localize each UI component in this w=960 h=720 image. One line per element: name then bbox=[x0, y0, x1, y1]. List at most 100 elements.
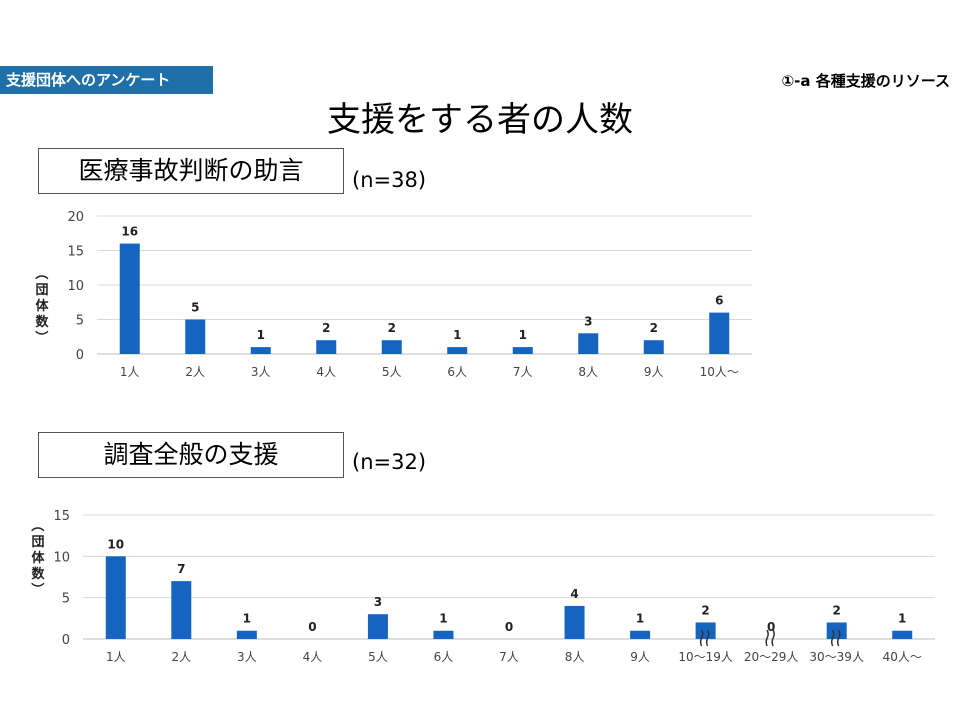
y-axis-label-char: 数 bbox=[35, 314, 49, 330]
chart2-bars bbox=[105, 556, 913, 639]
chart2-ylabel: （ 団体数） bbox=[29, 518, 45, 595]
category-label: 8人 bbox=[578, 365, 598, 379]
category-label: 7人 bbox=[513, 365, 533, 379]
bar bbox=[826, 622, 847, 639]
category-label: 7人 bbox=[499, 650, 519, 664]
chart1-ylabel: （ 団体数） bbox=[33, 266, 49, 343]
chart1-bars bbox=[119, 243, 730, 354]
data-label: 16 bbox=[121, 225, 138, 239]
y-axis-label-char: 体 bbox=[35, 298, 49, 314]
category-label: 4人 bbox=[303, 650, 323, 664]
bar bbox=[316, 340, 337, 354]
chart2-title-box: 調査全般の支援 bbox=[38, 432, 344, 478]
y-axis-label-char: ） bbox=[29, 582, 45, 595]
y-axis-label-char: 団 bbox=[31, 535, 44, 550]
category-label: 4人 bbox=[316, 365, 336, 379]
y-tick-label: 0 bbox=[62, 633, 70, 648]
data-label: 4 bbox=[570, 587, 578, 601]
bar bbox=[643, 340, 664, 354]
data-label: 7 bbox=[177, 562, 185, 576]
data-label: 2 bbox=[322, 321, 330, 335]
category-label: 2人 bbox=[185, 365, 205, 379]
bar bbox=[367, 614, 388, 639]
bar bbox=[892, 630, 913, 639]
category-label: 40人〜 bbox=[883, 650, 922, 664]
bar bbox=[709, 312, 730, 354]
category-label: 3人 bbox=[251, 365, 271, 379]
chart1-yticks: 0 5 10 15 20 bbox=[67, 210, 84, 363]
data-label: 0 bbox=[505, 620, 513, 634]
data-label: 1 bbox=[439, 612, 447, 626]
bar bbox=[105, 556, 126, 639]
y-axis-label-char: 数 bbox=[31, 566, 45, 582]
axis-break-mark bbox=[765, 629, 775, 647]
y-tick-label: 5 bbox=[62, 592, 70, 607]
y-tick-label: 10 bbox=[53, 550, 70, 565]
data-label: 2 bbox=[388, 321, 396, 335]
survey-tag: 支援団体へのアンケート bbox=[0, 66, 213, 94]
axis-break-mark bbox=[830, 629, 841, 647]
chart1-value-labels: 16 5 1 2 2 1 1 3 2 6 bbox=[121, 225, 723, 343]
chart2-n-label: (n=32) bbox=[352, 450, 427, 474]
bar bbox=[695, 622, 716, 639]
section-number: ①-a 各種支援のリソース bbox=[781, 72, 950, 90]
data-label: 1 bbox=[636, 612, 644, 626]
category-label: 8人 bbox=[565, 650, 585, 664]
chart2-grid bbox=[83, 514, 935, 640]
category-label: 9人 bbox=[630, 650, 650, 664]
y-axis-label-char: （ bbox=[33, 266, 49, 279]
data-label: 1 bbox=[243, 612, 251, 626]
data-label: 2 bbox=[701, 603, 709, 617]
data-label: 1 bbox=[257, 328, 265, 342]
data-label: 1 bbox=[453, 328, 461, 342]
category-label: 3人 bbox=[237, 650, 257, 664]
bar bbox=[250, 347, 271, 354]
bar bbox=[236, 630, 257, 639]
data-label: 10 bbox=[107, 537, 124, 551]
y-axis-label-char: 体 bbox=[31, 550, 45, 566]
category-label: 5人 bbox=[382, 365, 402, 379]
bar bbox=[512, 347, 533, 354]
chart2-yticks: 0 5 10 15 bbox=[53, 509, 70, 648]
bar bbox=[381, 340, 402, 354]
chart1-category-labels: 1人 2人 3人 4人 5人 6人 7人 8人 9人 10人〜 bbox=[120, 365, 739, 379]
bar bbox=[564, 605, 585, 639]
data-label: 2 bbox=[650, 321, 658, 335]
category-label: 1人 bbox=[120, 365, 140, 379]
page-title: 支援をする者の人数 bbox=[327, 100, 633, 140]
bar bbox=[185, 319, 206, 354]
chart2-axis-breaks bbox=[699, 629, 841, 647]
data-label: 0 bbox=[767, 620, 775, 634]
chart1-grid bbox=[97, 215, 752, 355]
bar bbox=[171, 581, 192, 639]
category-label: 2人 bbox=[171, 650, 191, 664]
y-tick-label: 5 bbox=[76, 314, 84, 329]
y-tick-label: 0 bbox=[76, 348, 84, 363]
category-label: 6人 bbox=[434, 650, 454, 664]
data-label: 3 bbox=[374, 595, 382, 609]
data-label: 5 bbox=[191, 301, 199, 315]
category-label: 5人 bbox=[368, 650, 388, 664]
bar bbox=[630, 630, 651, 639]
y-tick-label: 10 bbox=[67, 279, 84, 294]
y-tick-label: 20 bbox=[67, 210, 84, 225]
data-label: 3 bbox=[584, 314, 592, 328]
category-label: 10〜19人 bbox=[678, 650, 733, 664]
bar bbox=[447, 347, 468, 354]
y-axis-label-char: （ bbox=[29, 518, 45, 531]
data-label: 6 bbox=[715, 294, 723, 308]
y-axis-label-char: ） bbox=[33, 330, 49, 343]
y-axis-label-char: 団 bbox=[35, 283, 48, 298]
category-label: 9人 bbox=[644, 365, 664, 379]
category-label: 1人 bbox=[106, 650, 126, 664]
bar bbox=[433, 630, 454, 639]
chart1-n-label: (n=38) bbox=[352, 168, 427, 192]
category-label: 30〜39人 bbox=[809, 650, 864, 664]
data-label: 2 bbox=[833, 603, 841, 617]
chart1-title-box: 医療事故判断の助言 bbox=[38, 148, 344, 194]
axis-break-mark bbox=[699, 629, 710, 647]
category-label: 20〜29人 bbox=[744, 650, 799, 664]
